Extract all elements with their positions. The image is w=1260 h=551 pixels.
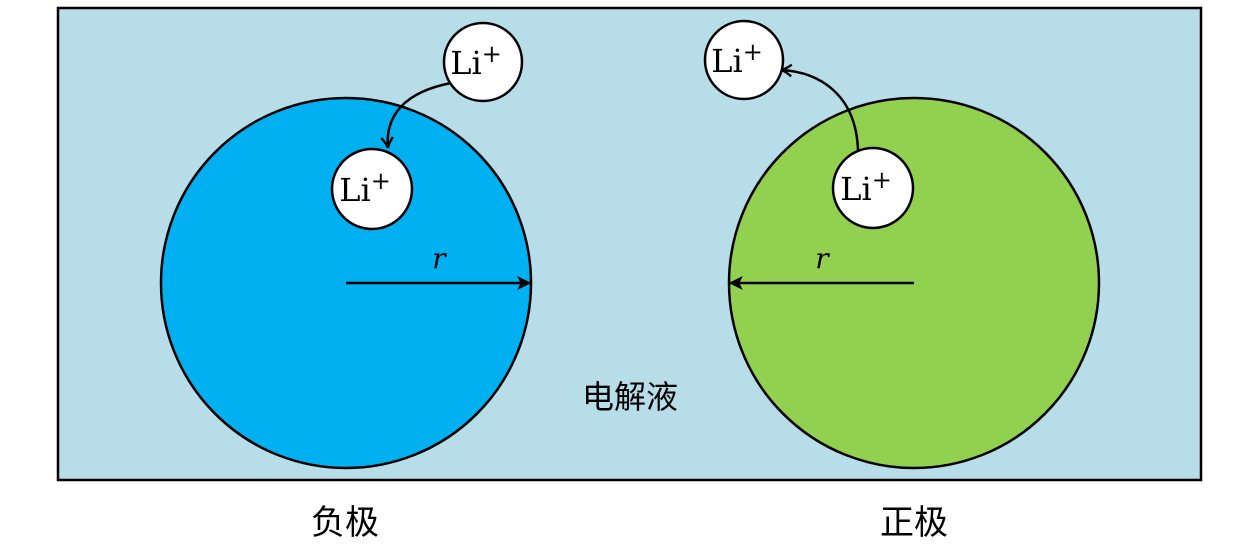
extraction-arrow — [780, 63, 860, 151]
anode-radius-label: r — [432, 242, 447, 275]
li-ion-electrolyte-cathode-side: Li+ — [703, 19, 785, 101]
svg-text:Li+: Li+ — [711, 38, 763, 80]
li-ion-electrolyte-anode-side: Li+ — [442, 21, 524, 103]
anode-label: 负极 — [311, 503, 379, 543]
svg-text:Li+: Li+ — [450, 40, 502, 82]
cathode-label: 正极 — [880, 503, 948, 543]
cathode-radius-label: r — [815, 242, 830, 275]
electrolyte-label: 电解液 — [582, 378, 678, 416]
li-ion-in-cathode: Li+ — [831, 146, 915, 230]
insertion-arrow — [380, 81, 452, 149]
li-ion-in-anode: Li+ — [330, 147, 414, 231]
svg-text:Li+: Li+ — [339, 167, 391, 209]
svg-text:Li+: Li+ — [840, 166, 892, 208]
